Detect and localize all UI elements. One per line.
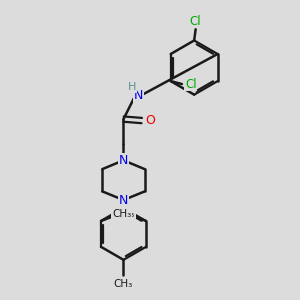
Text: Cl: Cl [185,77,197,91]
Text: CH₃: CH₃ [112,208,131,219]
Text: Cl: Cl [190,14,202,28]
Text: N: N [134,89,143,102]
Text: O: O [145,114,155,127]
Text: N: N [119,194,128,207]
Text: H: H [128,82,136,92]
Text: N: N [119,154,128,167]
Text: CH₃: CH₃ [114,279,133,289]
Text: CH₃: CH₃ [116,208,135,219]
